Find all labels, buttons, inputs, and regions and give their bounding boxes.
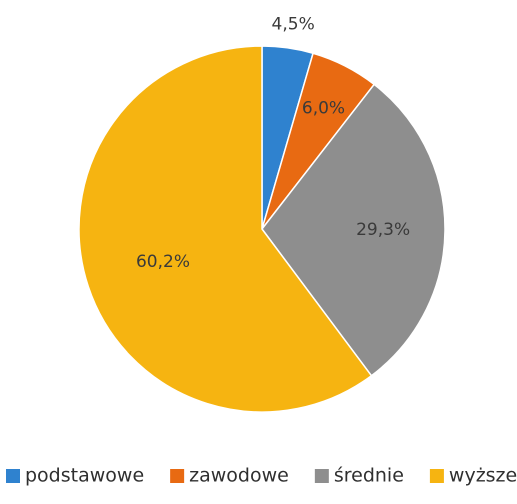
data-label-zawodowe: 6,0%	[302, 98, 345, 118]
legend-item-podstawowe: podstawowe	[6, 465, 144, 487]
legend-item-średnie: średnie	[314, 465, 404, 487]
pie-slice-średnie	[261, 83, 446, 377]
legend: podstawowe zawodowe średnie wyższe	[6, 465, 517, 487]
legend-swatch-zawodowe	[170, 469, 185, 483]
legend-label-wyższe: wyższe	[449, 465, 517, 487]
legend-label-podstawowe: podstawowe	[25, 465, 144, 487]
pie-slice-wyższe	[78, 45, 373, 413]
data-label-wyższe: 60,2%	[136, 252, 190, 272]
legend-swatch-podstawowe	[6, 469, 20, 483]
data-label-podstawowe: 4,5%	[272, 14, 315, 34]
pie-slices	[78, 45, 446, 413]
legend-label-zawodowe: zawodowe	[189, 465, 289, 487]
data-label-średnie: 29,3%	[356, 220, 410, 240]
legend-label-średnie: średnie	[334, 465, 404, 487]
legend-swatch-średnie	[314, 469, 329, 483]
legend-item-zawodowe: zawodowe	[170, 465, 289, 487]
legend-swatch-wyższe	[429, 469, 444, 483]
legend-item-wyższe: wyższe	[429, 465, 517, 487]
data-labels: 4,5% 6,0% 29,3% 60,2%	[136, 14, 410, 272]
